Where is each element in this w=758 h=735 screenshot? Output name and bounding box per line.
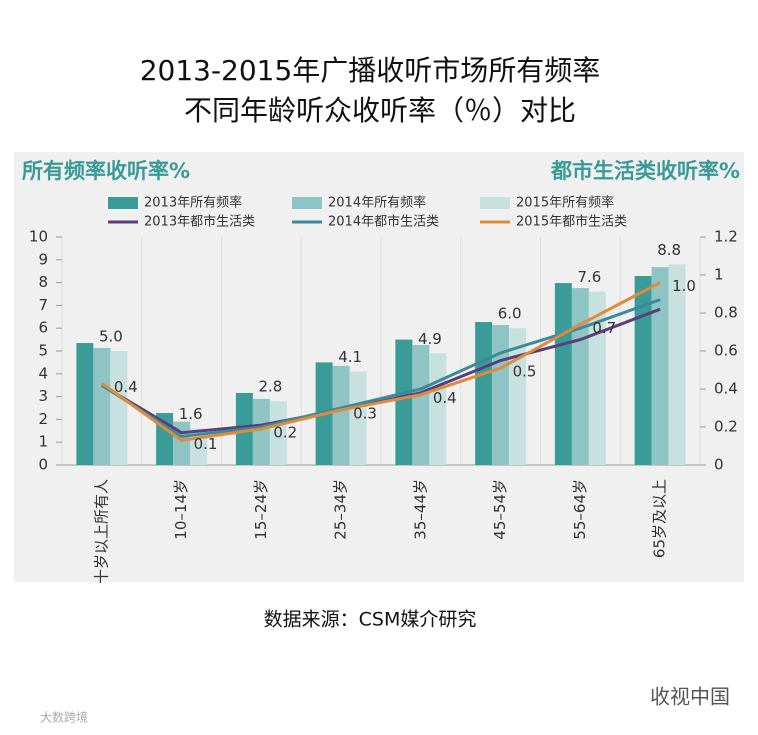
x-tick-label: 25–34岁 bbox=[332, 479, 350, 540]
line-value-label: 0.7 bbox=[592, 319, 616, 337]
y-tick-label: 0 bbox=[38, 456, 48, 474]
bar bbox=[634, 275, 652, 465]
y-tick-label: 3 bbox=[38, 387, 48, 405]
y2-tick-label: 0 bbox=[714, 456, 724, 474]
bar-value-label: 4.1 bbox=[338, 348, 362, 366]
bar-value-label: 1.6 bbox=[179, 405, 203, 423]
y2-tick-label: 1 bbox=[714, 266, 724, 284]
bar bbox=[76, 343, 94, 465]
chart-title: 2013-2015年广播收听市场所有频率 bbox=[140, 54, 601, 87]
legend-label: 2013年所有频率 bbox=[144, 195, 242, 211]
bar bbox=[110, 351, 128, 465]
line bbox=[101, 281, 661, 442]
watermark: 收视中国 bbox=[650, 685, 730, 709]
bar bbox=[93, 348, 111, 465]
legend-label: 2015年都市生活类 bbox=[516, 214, 627, 230]
bar bbox=[429, 353, 447, 465]
bar bbox=[475, 322, 493, 465]
bar bbox=[554, 283, 572, 465]
bar-value-label: 7.6 bbox=[577, 268, 601, 286]
bar bbox=[412, 345, 430, 465]
y2-tick-label: 0.4 bbox=[714, 380, 738, 398]
y-tick-label: 7 bbox=[38, 296, 48, 314]
legend-label: 2014年都市生活类 bbox=[328, 214, 439, 230]
line-value-label: 0.2 bbox=[273, 423, 297, 441]
bar bbox=[651, 267, 669, 465]
y-tick-label: 2 bbox=[38, 410, 48, 428]
line-value-label: 1.0 bbox=[672, 277, 696, 295]
y-tick-label: 6 bbox=[38, 319, 48, 337]
legend-label: 2014年所有频率 bbox=[328, 195, 426, 211]
y-tick-label: 5 bbox=[38, 342, 48, 360]
y2-axis-title: 都市生活类收听率% bbox=[550, 159, 740, 183]
y2-tick-label: 0.2 bbox=[714, 418, 738, 436]
line-value-label: 0.4 bbox=[114, 378, 138, 396]
bar bbox=[252, 398, 270, 465]
bar bbox=[349, 371, 367, 465]
x-tick-label: 35–44岁 bbox=[411, 479, 429, 540]
bar-value-label: 8.8 bbox=[657, 241, 681, 259]
bar bbox=[668, 264, 686, 465]
y-tick-label: 8 bbox=[38, 273, 48, 291]
plot: 0 1 2 3 4 5 6 7 8 9 10 0 0.2 0.4 0.6 0.8 1 1.2 十岁以上所有人 10–1… bbox=[29, 195, 738, 585]
y-tick-label: 9 bbox=[38, 250, 48, 268]
y2-tick-label: 0.8 bbox=[714, 304, 738, 322]
bar bbox=[332, 365, 350, 465]
legend-swatch bbox=[292, 197, 322, 209]
bar bbox=[571, 288, 589, 465]
x-tick-label: 10–14岁 bbox=[172, 479, 190, 540]
watermark: 大数跨境 bbox=[40, 710, 88, 725]
bar bbox=[269, 401, 287, 465]
legend-label: 2015年所有频率 bbox=[516, 195, 614, 211]
chart-subtitle: 不同年龄听众收听率（％）对比 bbox=[184, 94, 576, 127]
bar-value-label: 6.0 bbox=[498, 305, 522, 323]
line-value-label: 0.5 bbox=[513, 363, 537, 381]
y-axis-title: 所有频率收听率% bbox=[22, 159, 190, 183]
y-tick-label: 4 bbox=[38, 364, 48, 382]
legend-swatch bbox=[108, 197, 138, 209]
line-value-label: 0.4 bbox=[433, 389, 457, 407]
line-value-label: 0.3 bbox=[353, 404, 377, 422]
y-tick-label: 1 bbox=[38, 433, 48, 451]
y2-tick-label: 1.2 bbox=[714, 228, 738, 246]
x-tick-label: 55–64岁 bbox=[571, 479, 589, 540]
y-tick-label: 10 bbox=[29, 228, 48, 246]
x-tick-label: 15–24岁 bbox=[252, 479, 270, 540]
line-value-label: 0.1 bbox=[194, 435, 218, 453]
y2-tick-label: 0.6 bbox=[714, 342, 738, 360]
bar-value-label: 4.9 bbox=[418, 330, 442, 348]
bar-value-label: 2.8 bbox=[258, 378, 282, 396]
x-tick-label: 十岁以上所有人 bbox=[92, 479, 110, 584]
legend-swatch bbox=[480, 197, 510, 209]
legend-label: 2013年都市生活类 bbox=[144, 214, 255, 230]
bar-value-label: 5.0 bbox=[99, 328, 123, 346]
x-tick-label: 65岁及以上 bbox=[651, 479, 669, 558]
source-note: 数据来源：CSM媒介研究 bbox=[264, 609, 477, 631]
bar bbox=[395, 339, 413, 465]
bar bbox=[492, 325, 510, 465]
x-tick-label: 45–54岁 bbox=[491, 479, 509, 540]
chart-panel bbox=[14, 152, 744, 582]
